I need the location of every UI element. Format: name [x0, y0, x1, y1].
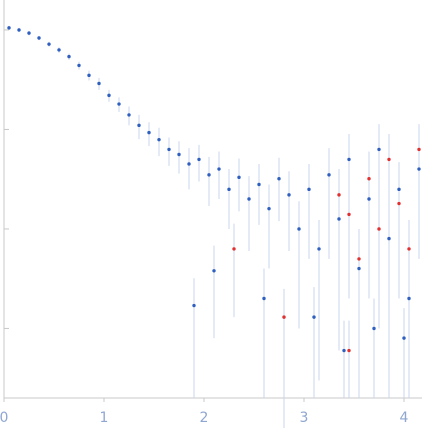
- data-point: [127, 113, 131, 117]
- data-point: [347, 348, 351, 353]
- data-point: [267, 206, 271, 211]
- x-tick-label: 1: [100, 410, 109, 426]
- data-point: [67, 54, 71, 59]
- data-point: [397, 187, 401, 192]
- data-point: [77, 63, 81, 68]
- data-point: [387, 236, 391, 241]
- data-point: [337, 193, 341, 197]
- data-point: [117, 102, 121, 106]
- data-point: [192, 303, 196, 308]
- data-point: [367, 197, 371, 201]
- data-point: [377, 147, 381, 152]
- data-point: [47, 42, 51, 46]
- data-point: [407, 247, 411, 251]
- data-point: [237, 175, 241, 180]
- data-point: [397, 201, 401, 206]
- data-point: [177, 152, 181, 157]
- data-point: [287, 193, 291, 197]
- data-point: [347, 212, 351, 217]
- data-point: [317, 247, 321, 251]
- data-point: [217, 167, 221, 171]
- data-point: [342, 348, 346, 353]
- data-point: [107, 93, 111, 98]
- data-point: [282, 315, 286, 319]
- data-point: [357, 266, 361, 271]
- data-point: [27, 31, 31, 35]
- data-point: [417, 167, 421, 171]
- data-point: [207, 173, 211, 177]
- data-point: [367, 176, 371, 181]
- data-point: [247, 197, 251, 201]
- data-point: [227, 187, 231, 192]
- data-point: [97, 81, 101, 86]
- data-point: [277, 176, 281, 181]
- data-point: [402, 336, 406, 340]
- data-point: [312, 315, 316, 319]
- data-point: [232, 247, 236, 251]
- data-point: [167, 147, 171, 152]
- data-point: [212, 269, 216, 273]
- data-point: [187, 162, 191, 166]
- x-tick-label: 4: [400, 410, 409, 426]
- data-point: [337, 217, 341, 221]
- x-tick-label: 3: [300, 410, 309, 426]
- data-point: [197, 157, 201, 162]
- data-point: [372, 326, 376, 331]
- data-point: [357, 257, 361, 261]
- data-point: [57, 48, 61, 52]
- data-point: [377, 227, 381, 231]
- data-point: [297, 227, 301, 231]
- data-point: [257, 182, 261, 187]
- data-point: [37, 36, 41, 40]
- data-point: [137, 123, 141, 128]
- data-point: [307, 187, 311, 192]
- data-point: [17, 28, 21, 32]
- data-point: [147, 130, 151, 135]
- data-point: [407, 296, 411, 301]
- data-point: [157, 137, 161, 142]
- data-point: [387, 157, 391, 162]
- data-point: [417, 147, 421, 152]
- data-point: [262, 296, 266, 301]
- data-point: [7, 26, 11, 30]
- data-point: [87, 73, 91, 78]
- data-point: [327, 173, 331, 177]
- x-tick-label: 0: [0, 410, 8, 426]
- x-tick-label: 2: [200, 410, 209, 426]
- data-point: [347, 157, 351, 162]
